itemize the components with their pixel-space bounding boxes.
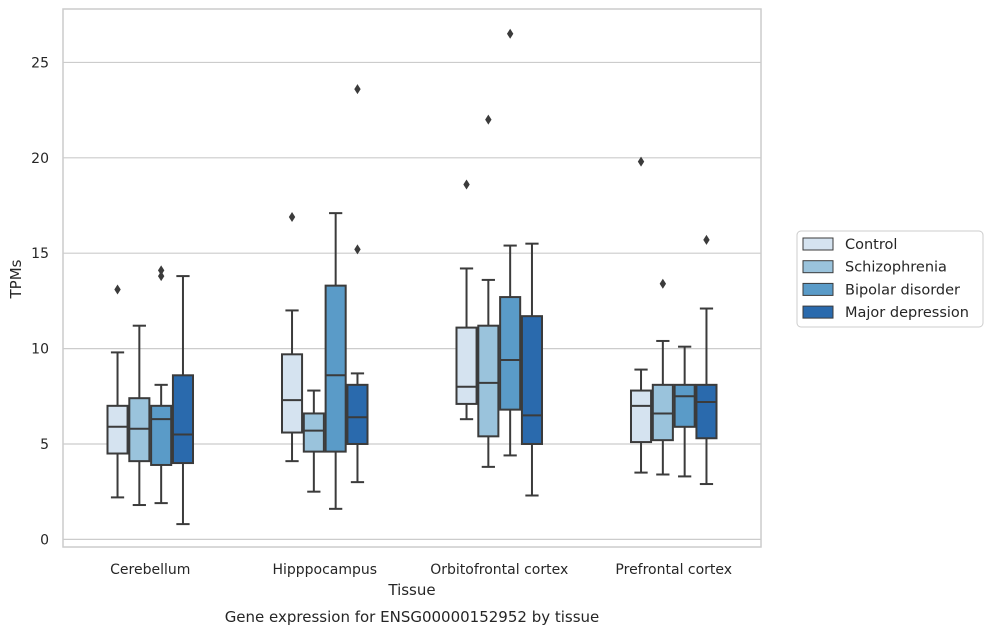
y-axis-label: TPMs: [7, 259, 25, 299]
outlier-marker: [354, 84, 361, 95]
x-tick-label: Hipppocampus: [272, 562, 377, 578]
y-tick-label: 10: [31, 342, 49, 358]
legend: Control Schizophrenia Bipolar disorder Majo…: [796, 230, 984, 328]
y-tick-label: 15: [31, 246, 49, 262]
legend-swatch: [802, 282, 834, 296]
outlier-marker: [485, 114, 492, 125]
outlier-marker: [637, 156, 645, 167]
box-control: [106, 284, 129, 499]
box-schizophrenia: [128, 324, 151, 507]
iqr-box: [346, 383, 369, 445]
outlier-marker: [703, 234, 710, 245]
iqr-box: [629, 389, 653, 444]
y-tick-label: 5: [40, 437, 49, 453]
chart-title: Gene expression for ENSG00000152952 by t…: [225, 608, 600, 626]
legend-swatch: [802, 237, 834, 251]
box-major-depression: [171, 275, 195, 526]
outlier-marker: [354, 244, 361, 255]
iqr-box: [695, 383, 718, 440]
plot-frame: [62, 8, 762, 548]
legend-label: Schizophrenia: [845, 260, 947, 276]
legend-label: Control: [845, 237, 897, 253]
outlier-marker: [288, 211, 296, 222]
legend-frame: [796, 230, 984, 328]
box-control: [455, 179, 478, 421]
box-bipolar-disorder: [673, 345, 696, 478]
iqr-box: [455, 326, 478, 405]
x-tick-label: Prefrontal cortex: [615, 562, 732, 578]
iqr-box: [520, 315, 544, 445]
x-axis-label: Tissue: [387, 581, 435, 599]
outlier-marker: [157, 265, 165, 276]
box-major-depression: [520, 242, 544, 497]
iqr-box: [106, 404, 129, 455]
iqr-box: [477, 324, 500, 438]
box-bipolar-disorder: [324, 212, 347, 510]
x-tick-label: Cerebellum: [110, 562, 190, 578]
iqr-box: [171, 374, 195, 465]
y-tick-label: 25: [31, 55, 49, 71]
x-tick-label: Orbitofrontal cortex: [430, 562, 568, 578]
legend-label: Bipolar disorder: [845, 282, 960, 298]
plot-background: [63, 9, 761, 547]
box-major-depression: [695, 234, 718, 486]
outlier-marker: [659, 278, 667, 289]
box-bipolar-disorder: [499, 28, 522, 457]
box-bipolar-disorder: [150, 265, 173, 505]
box-schizophrenia: [302, 389, 325, 493]
y-axis-ticks: 0 5 10 15 20 25: [31, 55, 49, 548]
outlier-marker: [463, 179, 470, 190]
legend-label: Major depression: [845, 305, 969, 321]
box-schizophrenia: [477, 114, 500, 468]
box-control: [280, 211, 304, 463]
outlier-marker: [157, 271, 165, 282]
legend-swatch: [802, 305, 834, 319]
box-schizophrenia: [651, 278, 674, 476]
iqr-box: [280, 353, 304, 434]
outlier-marker: [506, 28, 514, 39]
iqr-box: [324, 284, 347, 453]
iqr-box: [150, 404, 173, 466]
legend-swatch: [802, 260, 834, 274]
y-tick-label: 0: [40, 532, 49, 548]
boxes-layer: [106, 28, 718, 526]
iqr-box: [302, 412, 325, 453]
y-tick-label: 20: [31, 151, 49, 167]
outlier-marker: [114, 284, 121, 295]
box-major-depression: [346, 84, 369, 484]
iqr-box: [673, 383, 696, 428]
iqr-box: [499, 296, 522, 411]
x-axis-ticks: Cerebellum Hipppocampus Orbitofrontal cort…: [110, 562, 732, 578]
box-control: [629, 156, 653, 474]
